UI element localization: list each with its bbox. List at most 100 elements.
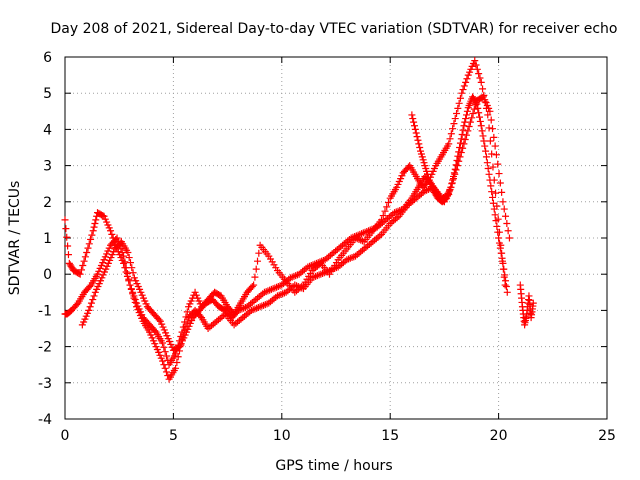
data-point: [471, 57, 479, 65]
data-point: [476, 117, 484, 125]
data-point: [248, 283, 256, 291]
data-point: [85, 306, 93, 314]
data-point: [491, 211, 499, 219]
data-point: [502, 283, 510, 291]
data-point: [107, 227, 115, 235]
data-point: [87, 299, 95, 307]
data-point: [79, 262, 87, 270]
data-point: [492, 189, 500, 197]
data-point: [476, 74, 484, 82]
data-point: [475, 70, 483, 78]
data-point: [472, 99, 480, 107]
data-point: [473, 100, 481, 108]
data-point: [497, 249, 505, 257]
data-point: [127, 285, 135, 293]
data-point: [487, 182, 495, 190]
data-point: [504, 227, 512, 235]
data-point: [499, 259, 507, 267]
data-point: [469, 109, 477, 117]
data-layer: [61, 57, 537, 383]
data-point: [489, 125, 497, 133]
data-point: [64, 251, 72, 259]
data-point: [495, 170, 503, 178]
data-point: [494, 228, 502, 236]
y-tick-label: 4: [43, 122, 52, 138]
data-point: [461, 136, 469, 144]
data-point: [161, 348, 169, 356]
series-track-b: [61, 57, 509, 369]
data-point: [477, 122, 485, 130]
data-point: [490, 205, 498, 213]
data-point: [445, 140, 453, 148]
data-point: [486, 107, 494, 115]
x-tick-label: 5: [169, 428, 178, 444]
data-point: [86, 303, 94, 311]
data-point: [182, 313, 190, 321]
data-point: [172, 364, 180, 372]
series-track-d: [408, 93, 511, 296]
data-point: [410, 122, 418, 130]
data-point: [412, 129, 420, 137]
data-point: [408, 111, 416, 119]
data-point: [122, 268, 130, 276]
data-point: [489, 163, 497, 171]
data-point: [80, 257, 88, 265]
data-point: [448, 180, 456, 188]
series-track-e: [516, 281, 537, 329]
data-point: [449, 125, 457, 133]
data-point: [175, 343, 183, 351]
data-point: [124, 248, 132, 256]
data-point: [502, 277, 510, 285]
data-point: [159, 339, 167, 347]
y-tick-label: -3: [38, 376, 52, 392]
y-axis-label: SDTVAR / TECUs: [7, 181, 23, 296]
y-tick-label: -2: [38, 340, 52, 356]
data-point: [499, 198, 507, 206]
data-point: [128, 264, 136, 272]
data-point: [89, 296, 97, 304]
data-point: [83, 248, 91, 256]
data-point: [90, 223, 98, 231]
data-point: [160, 343, 168, 351]
data-point: [463, 111, 471, 119]
data-point: [410, 118, 418, 126]
data-point: [460, 82, 468, 90]
data-point: [414, 136, 422, 144]
data-point: [496, 179, 504, 187]
data-point: [454, 104, 462, 112]
data-point: [413, 133, 421, 141]
data-point: [483, 159, 491, 167]
data-point: [465, 123, 473, 131]
x-tick-label: 0: [61, 428, 70, 444]
y-tick-label: -4: [38, 412, 52, 428]
data-point: [476, 113, 484, 121]
data-point: [481, 142, 489, 150]
data-point: [411, 125, 419, 133]
data-point: [464, 127, 472, 135]
data-point: [459, 144, 467, 152]
data-point: [456, 139, 464, 147]
data-point: [495, 234, 503, 242]
data-point: [498, 254, 506, 262]
x-tick-label: 25: [598, 428, 616, 444]
data-point: [108, 230, 116, 238]
data-point: [451, 115, 459, 123]
data-point: [129, 269, 137, 277]
data-point: [474, 104, 482, 112]
data-point: [126, 281, 134, 289]
data-point: [498, 188, 506, 196]
data-point: [64, 242, 72, 250]
data-point: [482, 147, 490, 155]
data-point: [77, 266, 85, 274]
data-point: [123, 272, 131, 280]
data-point: [501, 271, 509, 279]
data-point: [183, 308, 191, 316]
data-point: [131, 296, 139, 304]
data-point: [488, 150, 496, 158]
data-point: [126, 259, 134, 267]
y-tick-label: 6: [43, 50, 52, 66]
data-point: [477, 78, 485, 86]
data-point: [472, 61, 480, 69]
y-tick-label: -1: [38, 303, 52, 319]
